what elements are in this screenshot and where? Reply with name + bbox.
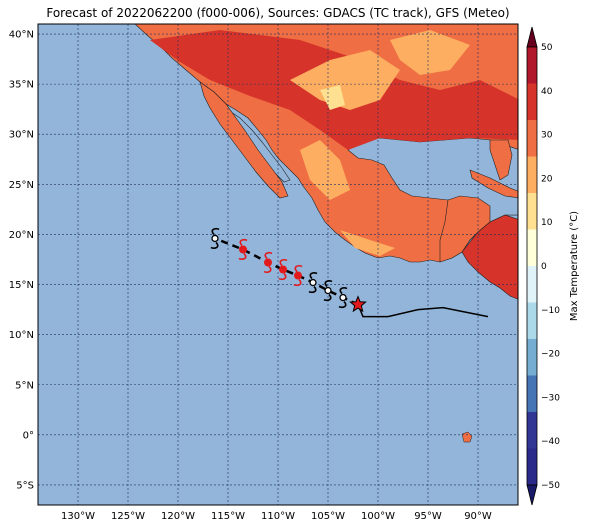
warm-zone-3	[300, 140, 350, 200]
colorbar-tick-label: 30	[541, 131, 553, 141]
lon-tick-label: 95°W	[414, 511, 442, 522]
lat-tick-label: 5°N	[15, 380, 34, 391]
colorbar-tick-label: −50	[541, 481, 560, 491]
colorbar-segment	[527, 156, 537, 194]
colorbar-segment	[527, 229, 537, 267]
colorbar-bottom-arrow	[526, 484, 538, 506]
lon-tick-label: 125°W	[111, 511, 145, 522]
lat-tick-label: 0°	[23, 430, 34, 441]
land-cuba	[469, 169, 518, 199]
colorbar-tick-label: 10	[541, 218, 553, 228]
hurricane-symbol-icon	[278, 258, 288, 281]
colorbar-label: Max Temperature (°C)	[569, 211, 580, 321]
warm-zone-2	[390, 30, 470, 75]
colorbar-tick-label: −20	[541, 350, 560, 360]
colorbar-tick-label: 0	[541, 262, 547, 272]
colorbar-segment	[527, 266, 537, 303]
colorbar-segment	[527, 375, 537, 413]
colorbar-segment	[527, 448, 537, 486]
colorbar-segment	[527, 120, 537, 157]
colorbar-segment	[527, 339, 537, 376]
lon-tick-label: 130°W	[61, 511, 95, 522]
colorbar-tick-label: 40	[541, 87, 553, 97]
hurricane-symbol-icon	[238, 238, 248, 261]
storm-symbol-icon	[308, 271, 318, 294]
colorbar-segment	[527, 302, 537, 340]
lat-tick-label: 20°N	[9, 230, 34, 241]
land-baja-california	[199, 81, 289, 199]
lat-tick-label: 30°N	[9, 130, 34, 141]
lat-tick-label: 15°N	[9, 280, 34, 291]
lon-tick-label: 105°W	[311, 511, 345, 522]
storm-symbol-icon	[210, 227, 220, 250]
lon-tick-label: 110°W	[261, 511, 295, 522]
colorbar-tick-label: −40	[541, 437, 560, 447]
lon-tick-label: 120°W	[161, 511, 195, 522]
colorbar-tick-label: 50	[541, 43, 553, 53]
colorbar-tick-label: −30	[541, 393, 560, 403]
current-position-star-icon	[349, 295, 367, 313]
colorbar-tick-label: 20	[541, 174, 553, 184]
land-central-america	[461, 214, 518, 300]
land-galapagos	[461, 431, 473, 443]
storm-symbol-icon	[338, 287, 348, 309]
lat-tick-label: 35°N	[9, 80, 34, 91]
colorbar-segment	[527, 193, 537, 230]
warm-zone-1	[290, 50, 400, 110]
map-frame	[37, 23, 519, 506]
lat-tick-label: 40°N	[9, 30, 34, 41]
past-track-line	[357, 304, 489, 318]
lat-tick-label: 25°N	[9, 180, 34, 191]
colorbar-frame	[526, 46, 538, 486]
mild-zone-1	[320, 85, 345, 110]
lat-tick-label: 5°S	[16, 480, 34, 491]
axis-tick-labels: 40°N 35°N 30°N 25°N 20°N 15°N 10°N 5°N 0° 5°S 130°…	[9, 30, 492, 522]
colorbar: Max Temperature (°C) 50 40 30 20 10 0 −10 −20 −3…	[526, 26, 580, 506]
hurricane-symbol-icon	[263, 251, 273, 274]
colorbar-segment	[527, 412, 537, 449]
colorbar-tick-label: −10	[541, 306, 560, 316]
lon-tick-label: 115°W	[211, 511, 245, 522]
lat-tick-label: 10°N	[9, 330, 34, 341]
lon-tick-label: 90°W	[464, 511, 492, 522]
colorbar-top-arrow	[526, 26, 538, 48]
colorbar-segment	[527, 83, 537, 121]
land-florida	[489, 139, 513, 181]
warm-zone-4	[340, 230, 395, 256]
cyclone-track	[210, 227, 489, 318]
storm-symbol-icon	[323, 279, 333, 302]
graticule	[38, 24, 518, 505]
lon-tick-label: 100°W	[361, 511, 395, 522]
hurricane-symbol-icon	[293, 264, 303, 287]
colorbar-segment	[527, 47, 537, 84]
land-temperature-field	[134, 24, 518, 443]
map-title: Forecast of 2022062200 (f000-006), Sourc…	[46, 6, 510, 20]
